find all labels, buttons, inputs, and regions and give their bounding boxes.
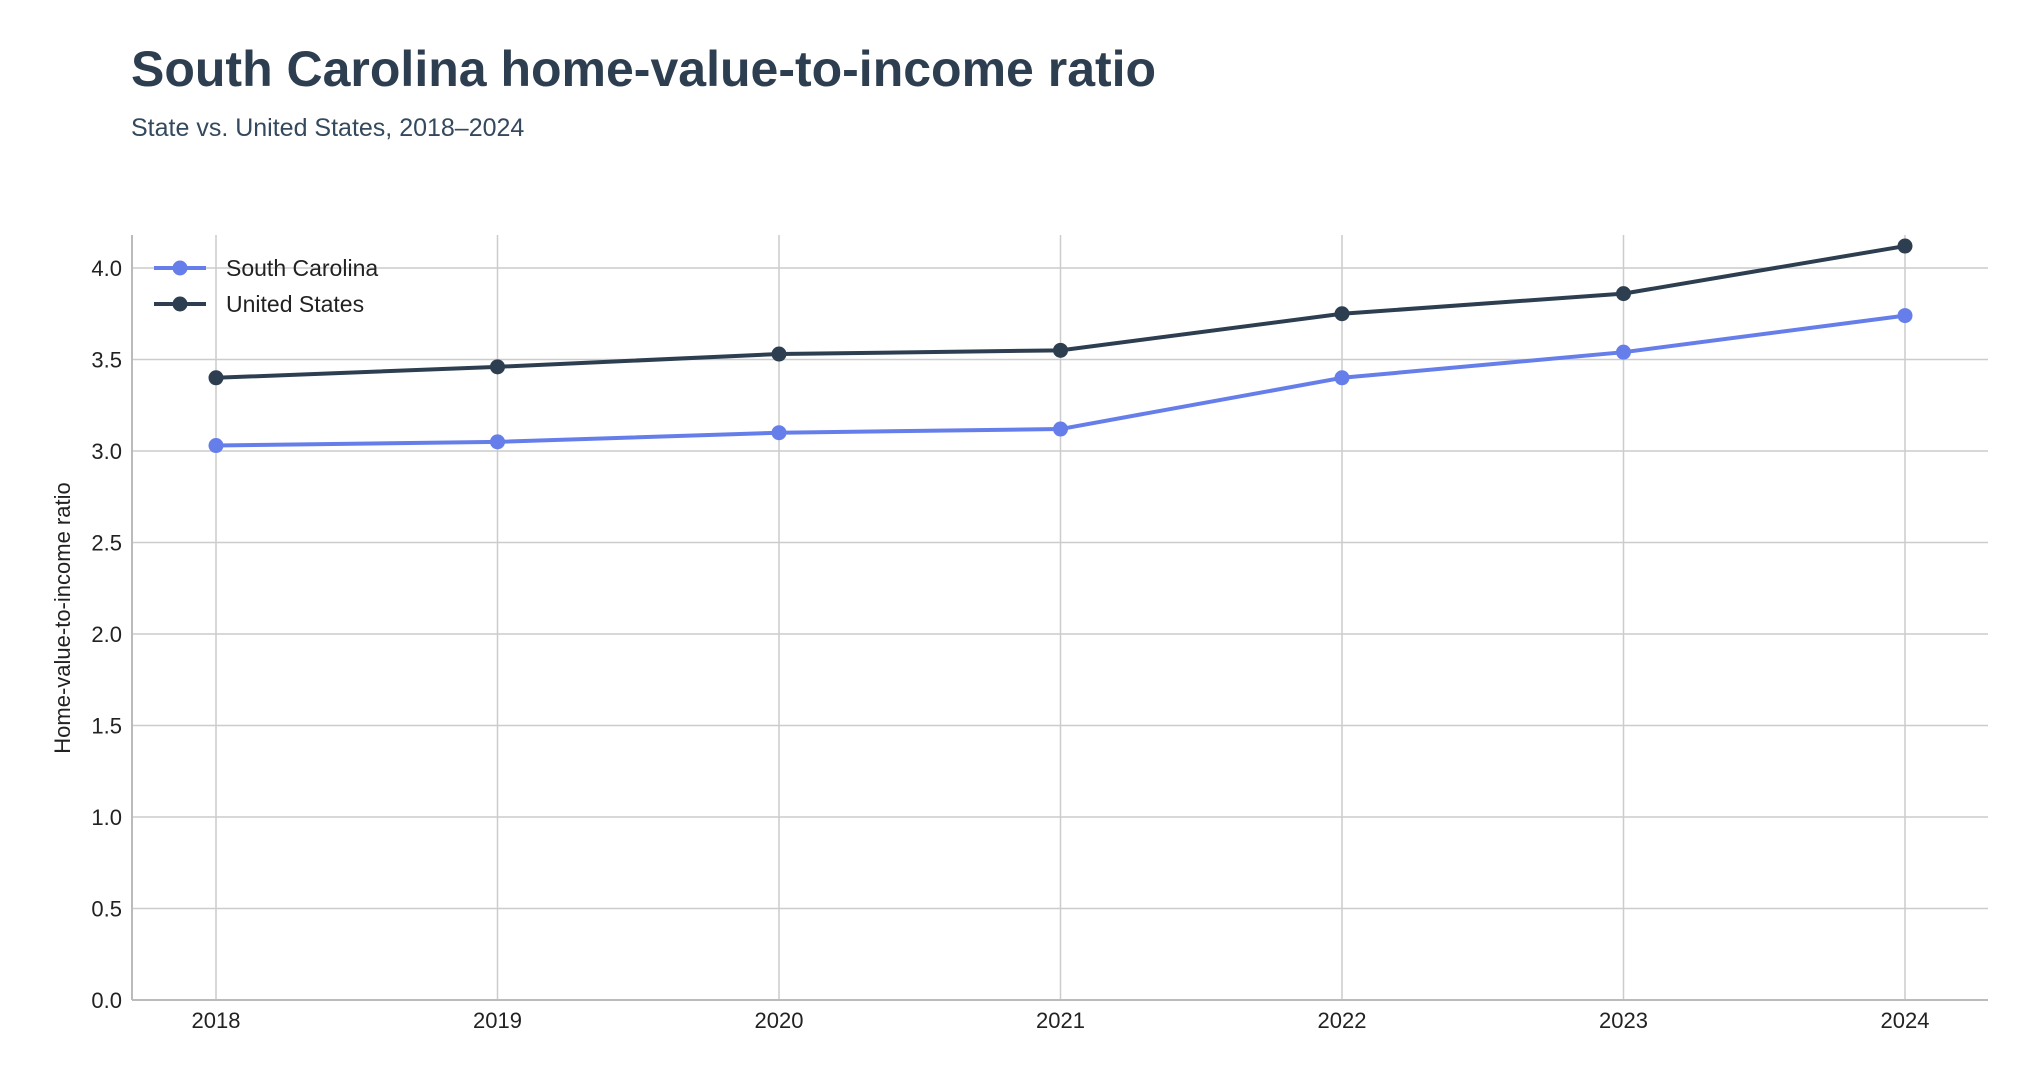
y-tick-label: 1.0 — [91, 805, 122, 830]
x-tick-label: 2018 — [192, 1008, 241, 1033]
y-tick-label: 3.0 — [91, 439, 122, 464]
series-south-carolina — [208, 308, 1913, 454]
x-tick-label: 2022 — [1318, 1008, 1367, 1033]
data-point-south-carolina — [771, 425, 787, 441]
legend-swatch-marker — [172, 260, 188, 276]
y-tick-label: 2.0 — [91, 622, 122, 647]
legend-label: South Carolina — [226, 255, 378, 281]
data-point-south-carolina — [1334, 370, 1350, 386]
y-tick-label: 0.0 — [91, 988, 122, 1013]
legend-swatch-marker — [172, 296, 188, 312]
data-point-united-states — [1053, 342, 1068, 358]
x-tick-label: 2024 — [1881, 1008, 1930, 1033]
legend-item-south-carolina: South Carolina — [154, 255, 378, 281]
grid-lines — [132, 235, 1988, 1000]
data-point-south-carolina — [490, 434, 505, 450]
chart-title: South Carolina home-value-to-income rati… — [131, 41, 1157, 97]
data-point-united-states — [1334, 306, 1350, 322]
data-point-united-states — [208, 370, 224, 386]
legend: South Carolina United States — [154, 255, 378, 317]
chart-subtitle: State vs. United States, 2018–2024 — [131, 114, 525, 142]
series-united-states — [208, 238, 1913, 386]
x-tick-label: 2020 — [755, 1008, 804, 1033]
data-point-united-states — [1616, 286, 1631, 302]
y-tick-label: 3.5 — [91, 348, 122, 373]
data-point-united-states — [771, 346, 787, 362]
y-tick-label: 4.0 — [91, 256, 122, 281]
data-point-south-carolina — [1897, 308, 1913, 324]
x-tick-labels: 2018 2019 2020 2021 2022 2023 2024 — [192, 1008, 1930, 1033]
data-point-south-carolina — [208, 438, 224, 454]
axes — [131, 235, 1988, 1001]
y-tick-labels: 0.0 0.5 1.0 1.5 2.0 2.5 3.0 3.5 4.0 — [91, 256, 122, 1013]
legend-item-united-states: United States — [154, 291, 364, 317]
y-tick-label: 1.5 — [91, 714, 122, 739]
y-tick-label: 2.5 — [91, 531, 122, 556]
legend-label: United States — [226, 291, 364, 317]
data-point-south-carolina — [1053, 421, 1068, 437]
y-axis-label: Home-value-to-income ratio — [50, 482, 75, 753]
x-tick-label: 2019 — [473, 1008, 522, 1033]
x-tick-label: 2021 — [1036, 1008, 1085, 1033]
x-tick-label: 2023 — [1599, 1008, 1648, 1033]
series-group — [208, 238, 1913, 454]
data-point-south-carolina — [1616, 344, 1631, 360]
data-point-united-states — [1897, 238, 1913, 254]
data-point-united-states — [490, 359, 505, 375]
y-tick-label: 0.5 — [91, 897, 122, 922]
